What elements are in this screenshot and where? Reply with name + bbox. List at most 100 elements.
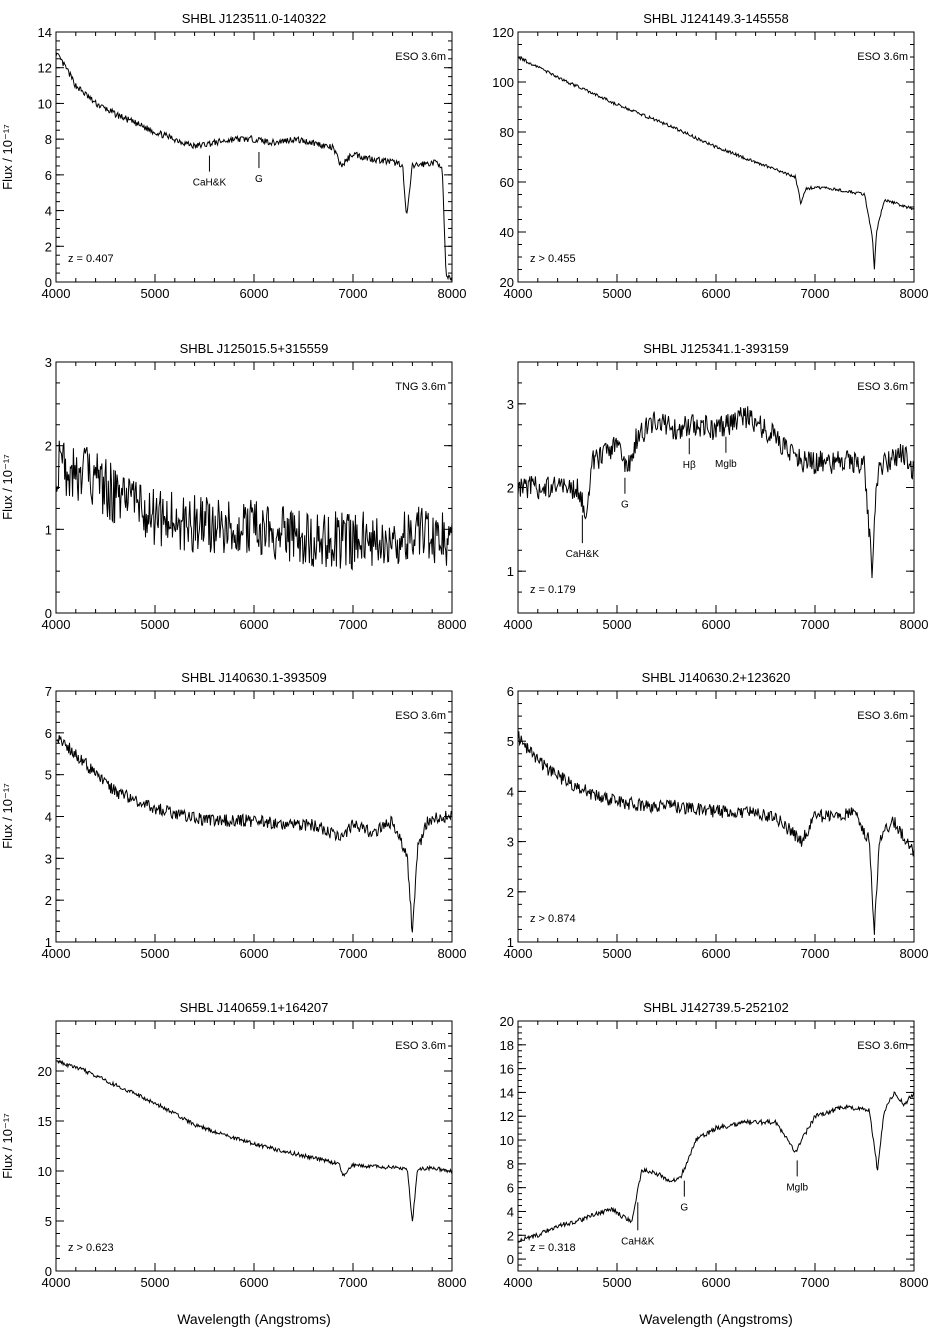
y-tick-label: 8 xyxy=(45,132,52,147)
panel-title: SHBL J142739.5-252102 xyxy=(643,1000,789,1015)
plot-frame xyxy=(55,1020,453,1272)
x-tick-label: 7000 xyxy=(339,946,368,961)
y-tick-label: 7 xyxy=(45,684,52,699)
x-tick-label: 8000 xyxy=(900,286,929,301)
y-tick-label: 0 xyxy=(45,1264,52,1279)
y-tick-label: 100 xyxy=(492,75,514,90)
x-tick-label: 7000 xyxy=(339,1275,368,1290)
y-axis-label-row-3: Flux / 10⁻¹⁷ xyxy=(0,783,15,849)
spectrum-panel-2: SHBL J124149.3-145558 ESO 3.6m z > 0.455 40… xyxy=(492,11,928,301)
x-tick-label: 4000 xyxy=(504,617,533,632)
spectrum-line xyxy=(55,1059,453,1222)
plot-frame xyxy=(55,31,453,283)
x-tick-label: 5000 xyxy=(603,617,632,632)
redshift-label: z > 0.874 xyxy=(530,913,576,925)
x-tick-label: 7000 xyxy=(339,617,368,632)
y-tick-label: 12 xyxy=(500,1109,514,1124)
y-axis-label-row-2: Flux / 10⁻¹⁷ xyxy=(0,454,15,520)
y-tick-label: 3 xyxy=(45,355,52,370)
x-tick-label: 7000 xyxy=(801,946,830,961)
x-tick-label: 6000 xyxy=(240,1275,269,1290)
spectrum-panel-5: SHBL J140630.1-393509 ESO 3.6m 4000 5000 600… xyxy=(42,670,467,961)
y-tick-label: 3 xyxy=(45,851,52,866)
x-tick-label: 7000 xyxy=(801,617,830,632)
x-tick-label: 4000 xyxy=(504,286,533,301)
y-tick-label: 8 xyxy=(507,1157,514,1172)
spectrum-line xyxy=(55,52,453,282)
y-tick-label: 4 xyxy=(45,204,52,219)
feature-label: G xyxy=(621,500,629,511)
x-tick-label: 6000 xyxy=(702,946,731,961)
spectrum-line xyxy=(517,1091,915,1243)
feature-label: CaH&K xyxy=(621,1236,655,1247)
y-tick-label: 6 xyxy=(45,168,52,183)
x-axis-label-left: Wavelength (Angstroms) xyxy=(177,1311,331,1327)
x-tick-label: 7000 xyxy=(801,286,830,301)
plot-frame xyxy=(517,690,915,943)
x-tick-label: 5000 xyxy=(603,286,632,301)
telescope-label: ESO 3.6m xyxy=(395,710,446,722)
y-tick-label: 6 xyxy=(507,684,514,699)
y-tick-label: 120 xyxy=(492,25,514,40)
telescope-label: ESO 3.6m xyxy=(857,710,908,722)
y-tick-label: 5 xyxy=(507,734,514,749)
x-tick-label: 5000 xyxy=(603,946,632,961)
y-tick-label: 2 xyxy=(45,239,52,254)
feature-label: CaH&K xyxy=(193,178,227,189)
x-tick-label: 4000 xyxy=(504,1275,533,1290)
x-tick-label: 5000 xyxy=(141,1275,170,1290)
x-tick-label: 5000 xyxy=(141,617,170,632)
x-tick-label: 4000 xyxy=(42,286,71,301)
spectrum-line xyxy=(56,735,453,933)
y-tick-label: 14 xyxy=(38,25,52,40)
spectrum-panel-3: SHBL J125015.5+315559 TNG 3.6m 4000 5000 600… xyxy=(42,341,467,632)
panel-title: SHBL J124149.3-145558 xyxy=(643,11,789,26)
telescope-label: ESO 3.6m xyxy=(857,51,908,63)
x-tick-label: 5000 xyxy=(603,1275,632,1290)
feature-label: Mglb xyxy=(786,1182,808,1193)
y-tick-label: 2 xyxy=(507,885,514,900)
x-tick-label: 8000 xyxy=(438,617,467,632)
panel-title: SHBL J140630.2+123620 xyxy=(642,670,791,685)
y-tick-label: 4 xyxy=(507,1204,514,1219)
y-tick-label: 5 xyxy=(45,768,52,783)
spectrum-panel-4: SHBL J125341.1-393159 ESO 3.6m z = 0.179 40… xyxy=(504,341,929,632)
x-tick-label: 7000 xyxy=(801,1275,830,1290)
y-tick-label: 3 xyxy=(507,397,514,412)
feature-label: Mglb xyxy=(715,459,737,470)
telescope-label: ESO 3.6m xyxy=(857,381,908,393)
spectrum-panel-6: SHBL J140630.2+123620 ESO 3.6m z > 0.874 40… xyxy=(504,670,929,961)
y-tick-label: 4 xyxy=(507,784,514,799)
x-tick-label: 4000 xyxy=(42,617,71,632)
y-tick-label: 4 xyxy=(45,810,52,825)
y-tick-label: 20 xyxy=(500,275,514,290)
redshift-label: z = 0.407 xyxy=(68,253,114,265)
y-tick-label: 2 xyxy=(507,481,514,496)
y-tick-label: 15 xyxy=(38,1114,52,1129)
feature-label: G xyxy=(255,174,263,185)
telescope-label: ESO 3.6m xyxy=(857,1040,908,1052)
x-tick-label: 8000 xyxy=(900,1275,929,1290)
y-tick-label: 2 xyxy=(45,439,52,454)
panel-title: SHBL J125015.5+315559 xyxy=(180,341,329,356)
y-tick-label: 18 xyxy=(500,1038,514,1053)
x-tick-label: 8000 xyxy=(900,946,929,961)
y-tick-label: 1 xyxy=(507,564,514,579)
x-tick-label: 6000 xyxy=(240,617,269,632)
y-tick-label: 1 xyxy=(45,935,52,950)
y-tick-label: 1 xyxy=(45,522,52,537)
y-tick-label: 2 xyxy=(507,1228,514,1243)
y-tick-label: 0 xyxy=(507,1252,514,1267)
x-tick-label: 5000 xyxy=(141,946,170,961)
x-axis-label-right: Wavelength (Angstroms) xyxy=(639,1311,793,1327)
feature-label: G xyxy=(680,1203,688,1214)
telescope-label: TNG 3.6m xyxy=(395,381,446,393)
telescope-label: ESO 3.6m xyxy=(395,51,446,63)
panel-title: SHBL J140630.1-393509 xyxy=(181,670,327,685)
plot-frame xyxy=(517,1020,915,1272)
x-tick-label: 6000 xyxy=(240,286,269,301)
y-tick-label: 12 xyxy=(38,61,52,76)
